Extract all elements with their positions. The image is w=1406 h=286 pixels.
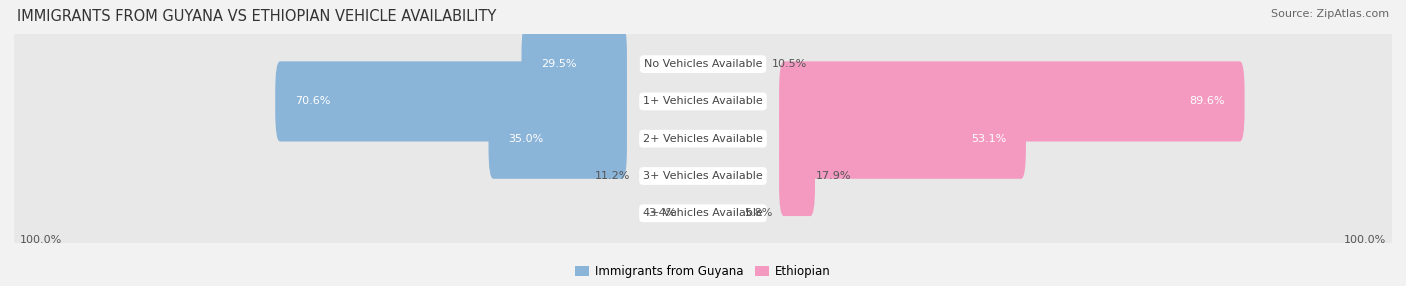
FancyBboxPatch shape <box>13 94 1393 183</box>
FancyBboxPatch shape <box>13 57 1393 146</box>
Text: 5.8%: 5.8% <box>744 208 772 218</box>
Text: 4+ Vehicles Available: 4+ Vehicles Available <box>643 208 763 218</box>
Text: No Vehicles Available: No Vehicles Available <box>644 59 762 69</box>
FancyBboxPatch shape <box>522 24 627 104</box>
Text: 100.0%: 100.0% <box>20 235 62 245</box>
FancyBboxPatch shape <box>13 169 1393 258</box>
Text: 53.1%: 53.1% <box>972 134 1007 144</box>
Text: 2+ Vehicles Available: 2+ Vehicles Available <box>643 134 763 144</box>
Text: IMMIGRANTS FROM GUYANA VS ETHIOPIAN VEHICLE AVAILABILITY: IMMIGRANTS FROM GUYANA VS ETHIOPIAN VEHI… <box>17 9 496 23</box>
Text: 3.4%: 3.4% <box>648 208 676 218</box>
FancyBboxPatch shape <box>488 99 627 179</box>
Text: 10.5%: 10.5% <box>772 59 807 69</box>
Text: 11.2%: 11.2% <box>595 171 630 181</box>
Legend: Immigrants from Guyana, Ethiopian: Immigrants from Guyana, Ethiopian <box>571 261 835 283</box>
Text: 89.6%: 89.6% <box>1189 96 1225 106</box>
Text: 35.0%: 35.0% <box>509 134 544 144</box>
Text: 1+ Vehicles Available: 1+ Vehicles Available <box>643 96 763 106</box>
Text: 100.0%: 100.0% <box>1344 235 1386 245</box>
FancyBboxPatch shape <box>779 61 1244 142</box>
FancyBboxPatch shape <box>276 61 627 142</box>
FancyBboxPatch shape <box>13 132 1393 221</box>
Text: Source: ZipAtlas.com: Source: ZipAtlas.com <box>1271 9 1389 19</box>
FancyBboxPatch shape <box>779 99 1026 179</box>
Text: 17.9%: 17.9% <box>817 171 852 181</box>
Text: 29.5%: 29.5% <box>541 59 576 69</box>
FancyBboxPatch shape <box>13 20 1393 109</box>
Text: 3+ Vehicles Available: 3+ Vehicles Available <box>643 171 763 181</box>
FancyBboxPatch shape <box>779 136 815 216</box>
Text: 70.6%: 70.6% <box>295 96 330 106</box>
